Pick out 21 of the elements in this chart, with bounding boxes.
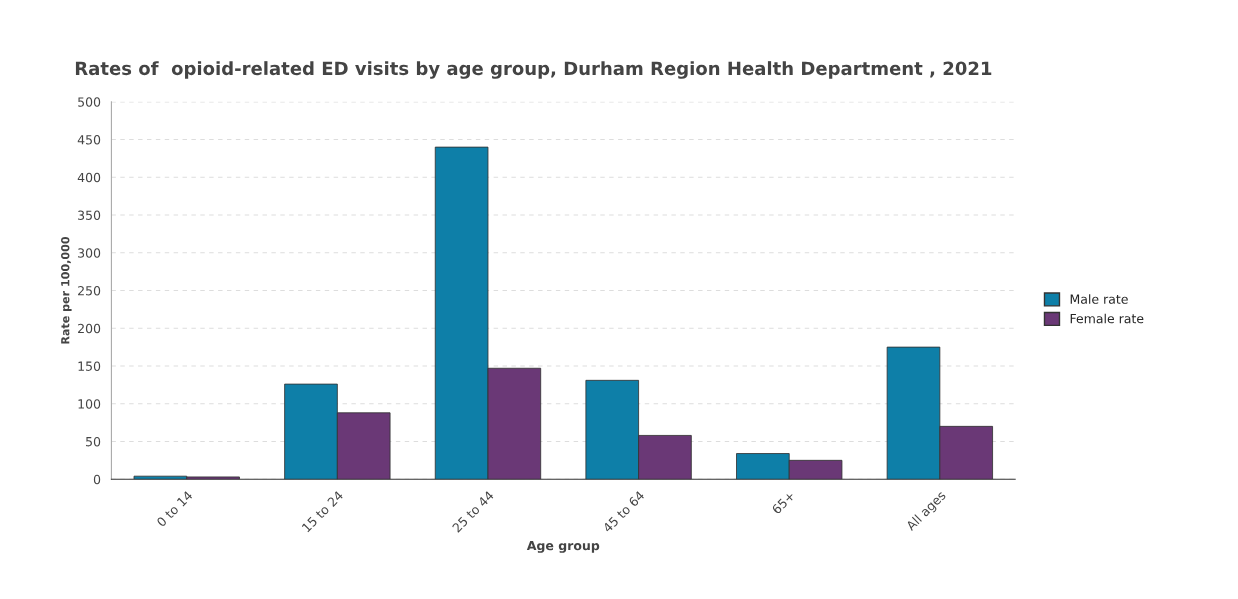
y-tick-label: 400: [77, 172, 101, 183]
legend-label: Male rate: [1070, 294, 1128, 304]
y-tick-label: 250: [78, 285, 101, 296]
x-tick-label: 65+: [771, 490, 796, 515]
y-tick-label: 450: [77, 135, 101, 145]
y-tick-label: 0: [93, 474, 101, 485]
x-tick-label: 25 to 44: [451, 490, 495, 533]
y-tick-label: 150: [78, 361, 101, 371]
y-tick-label: 500: [78, 97, 101, 107]
y-tick-label: 350: [78, 210, 101, 220]
y-tick-label: 100: [78, 399, 101, 409]
chart-title: Rates of opioid-related ED visits by age group, Durham Region Health Department , 2021: [75, 61, 992, 79]
x-tick-label: 45 to 64: [602, 490, 645, 534]
y-axis-title: Rate per 100,000: [61, 236, 72, 344]
x-axis-title: Age group: [526, 541, 600, 553]
y-tick-label: 200: [78, 323, 101, 334]
y-tick-label: 300: [78, 248, 101, 258]
x-tick-label: 0 to 14: [156, 490, 194, 528]
legend-label: Female rate: [1070, 313, 1144, 324]
y-tick-label: 50: [86, 436, 101, 447]
x-tick-label: 15 to 24: [301, 490, 344, 533]
